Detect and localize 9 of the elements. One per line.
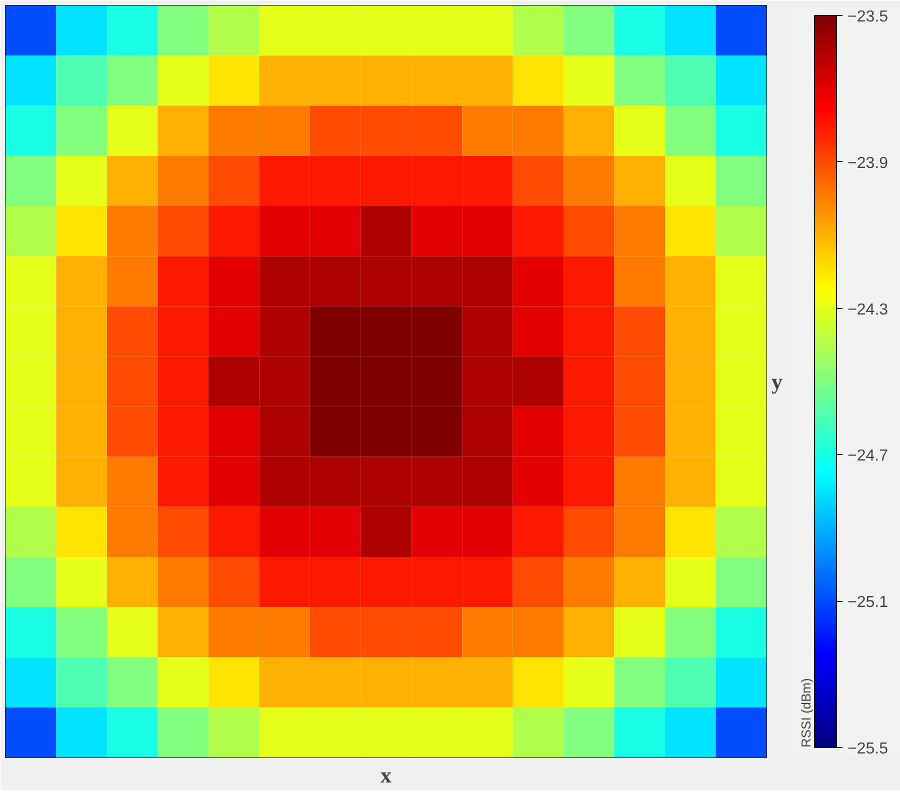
color-bar-label: −25.5 — [848, 740, 888, 758]
color-bar-label: −23.9 — [848, 154, 888, 172]
color-bar-label: −24.7 — [848, 448, 888, 465]
y-axis-title: y — [772, 369, 782, 394]
x-axis-title: x — [380, 762, 392, 788]
color-bar-label: −25.1 — [848, 594, 888, 612]
color-bar-label: −23.5 — [848, 8, 888, 26]
color-bar-title: RSSI (dBm) — [798, 678, 814, 748]
color-bar-label: −24.3 — [848, 301, 888, 318]
